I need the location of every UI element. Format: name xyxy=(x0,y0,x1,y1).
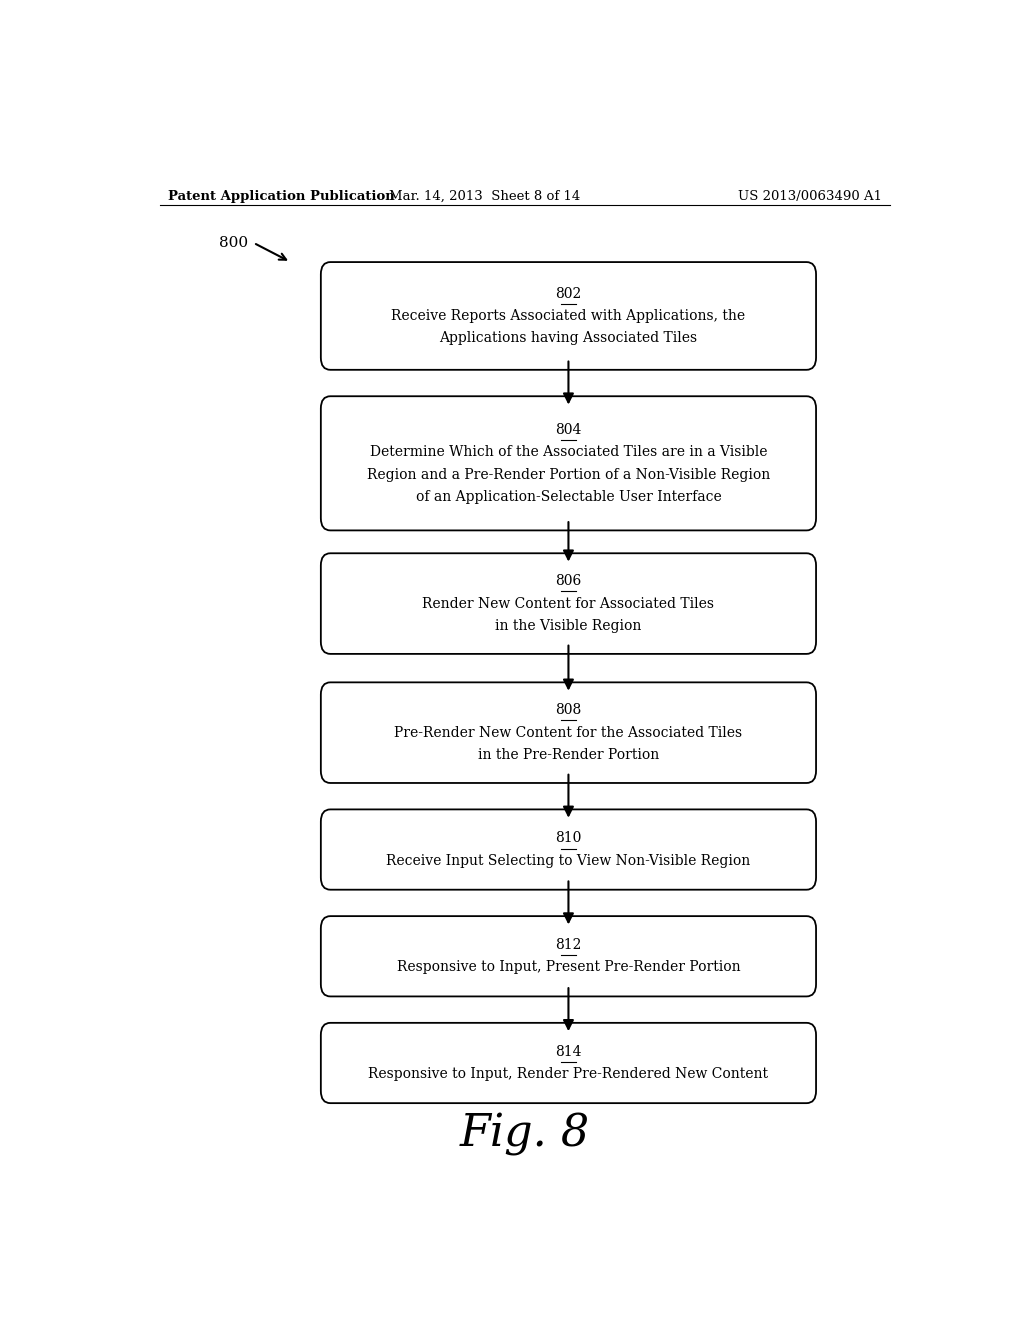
Text: Applications having Associated Tiles: Applications having Associated Tiles xyxy=(439,331,697,346)
FancyBboxPatch shape xyxy=(321,682,816,783)
FancyBboxPatch shape xyxy=(321,553,816,653)
Text: of an Application-Selectable User Interface: of an Application-Selectable User Interf… xyxy=(416,490,721,504)
Text: Responsive to Input, Present Pre-Render Portion: Responsive to Input, Present Pre-Render … xyxy=(396,961,740,974)
FancyBboxPatch shape xyxy=(321,916,816,997)
Text: Responsive to Input, Render Pre-Rendered New Content: Responsive to Input, Render Pre-Rendered… xyxy=(369,1067,768,1081)
FancyBboxPatch shape xyxy=(321,1023,816,1104)
Text: Region and a Pre-Render Portion of a Non-Visible Region: Region and a Pre-Render Portion of a Non… xyxy=(367,467,770,482)
Text: in the Pre-Render Portion: in the Pre-Render Portion xyxy=(478,748,659,762)
Text: in the Visible Region: in the Visible Region xyxy=(496,619,642,634)
FancyBboxPatch shape xyxy=(321,396,816,531)
Text: Pre-Render New Content for the Associated Tiles: Pre-Render New Content for the Associate… xyxy=(394,726,742,739)
Text: Receive Reports Associated with Applications, the: Receive Reports Associated with Applicat… xyxy=(391,309,745,323)
Text: 802: 802 xyxy=(555,286,582,301)
Text: Determine Which of the Associated Tiles are in a Visible: Determine Which of the Associated Tiles … xyxy=(370,445,767,459)
FancyBboxPatch shape xyxy=(321,263,816,370)
Text: Mar. 14, 2013  Sheet 8 of 14: Mar. 14, 2013 Sheet 8 of 14 xyxy=(389,190,581,202)
Text: 810: 810 xyxy=(555,832,582,845)
Text: Fig. 8: Fig. 8 xyxy=(460,1113,590,1156)
FancyBboxPatch shape xyxy=(321,809,816,890)
Text: 814: 814 xyxy=(555,1045,582,1059)
Text: 812: 812 xyxy=(555,939,582,952)
Text: 806: 806 xyxy=(555,574,582,589)
Text: US 2013/0063490 A1: US 2013/0063490 A1 xyxy=(738,190,882,202)
Text: Render New Content for Associated Tiles: Render New Content for Associated Tiles xyxy=(423,597,715,611)
Text: 800: 800 xyxy=(219,236,249,249)
Text: 804: 804 xyxy=(555,422,582,437)
Text: Receive Input Selecting to View Non-Visible Region: Receive Input Selecting to View Non-Visi… xyxy=(386,854,751,867)
Text: 808: 808 xyxy=(555,704,582,717)
Text: Patent Application Publication: Patent Application Publication xyxy=(168,190,394,202)
